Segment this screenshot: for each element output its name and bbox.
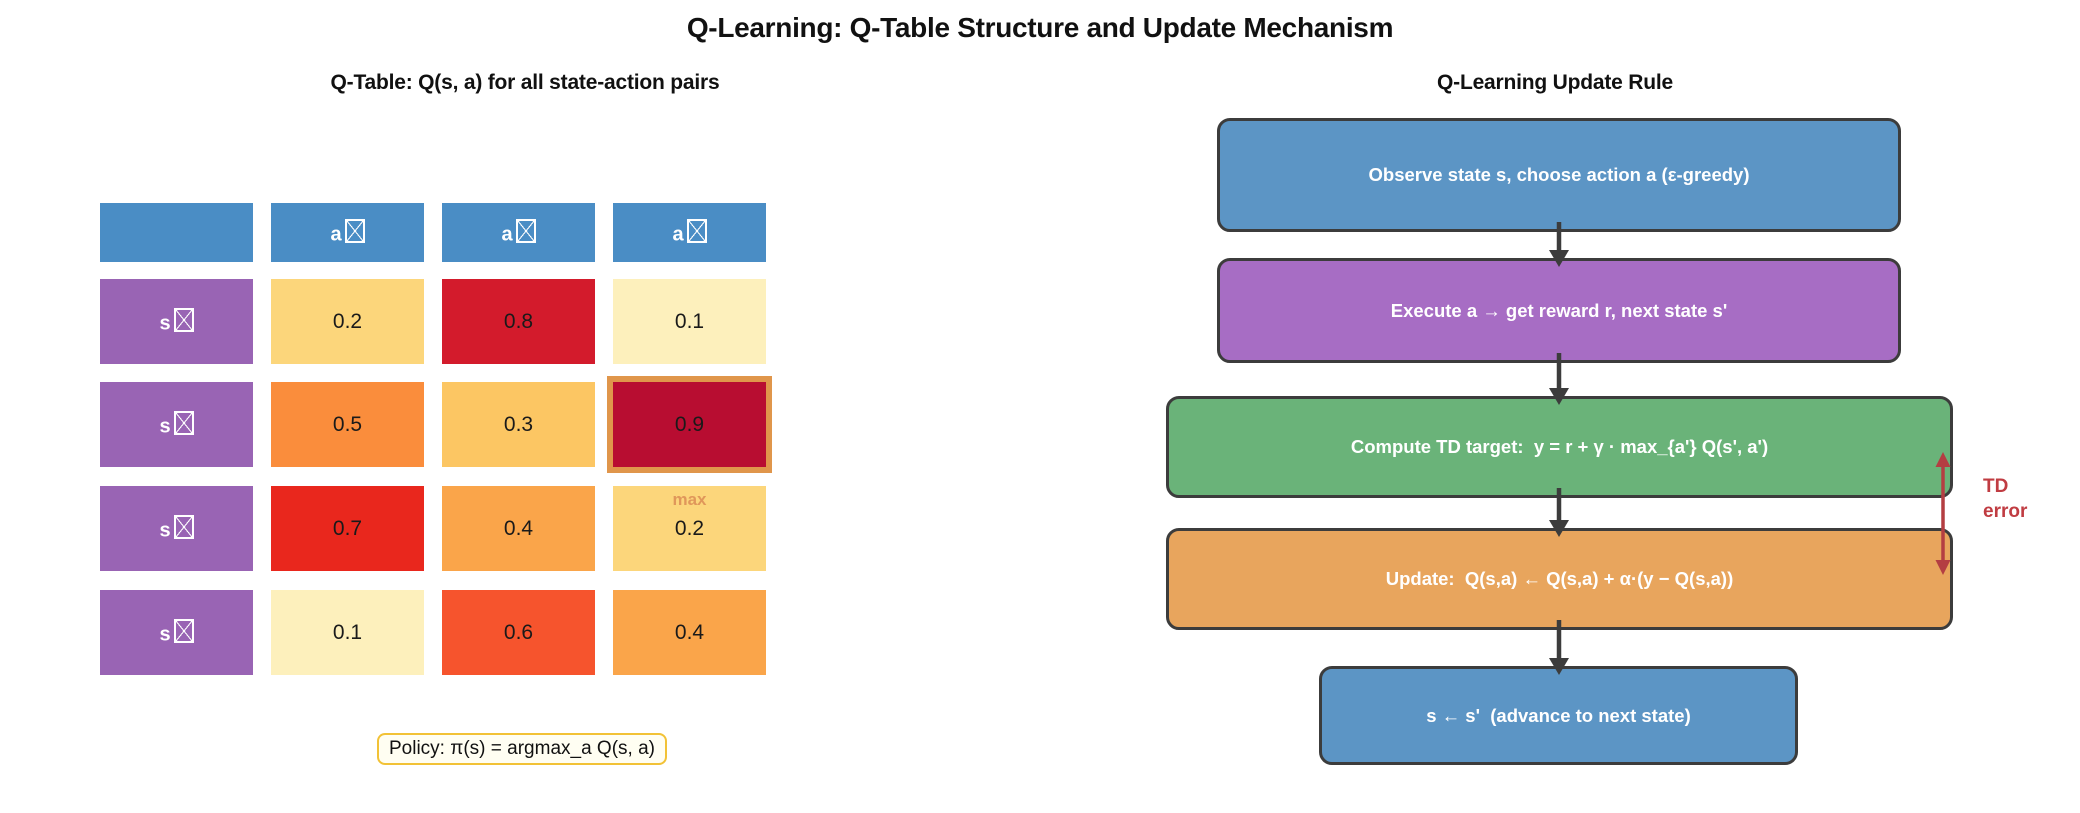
flow-step-text: Compute TD target: y = r + γ · max_{a'} … bbox=[1350, 436, 1769, 457]
qtable-action-header: a bbox=[271, 203, 424, 262]
missing-glyph-box bbox=[173, 514, 194, 540]
flow-step-observe: Observe state s, choose action a (ε-gree… bbox=[1217, 118, 1901, 232]
q-value-cell: 0.7 bbox=[271, 486, 424, 571]
q-value-cell: 0.1 bbox=[613, 279, 766, 364]
missing-glyph-box bbox=[686, 218, 707, 244]
flow-step-td-target: Compute TD target: y = r + γ · max_{a'} … bbox=[1166, 396, 1953, 498]
qtable-state-cell: s bbox=[100, 590, 253, 675]
q-value-cell: 0.5 bbox=[271, 382, 424, 467]
q-value: 0.8 bbox=[503, 309, 534, 333]
policy-text: Policy: π(s) = argmax_a Q(s, a) bbox=[389, 738, 655, 759]
qtable-action-header: a bbox=[613, 203, 766, 262]
update-rule-subtitle: Q-Learning Update Rule bbox=[1437, 71, 1673, 94]
td-error-label: TD error bbox=[1983, 474, 2027, 524]
flow-step-text: Execute a → get reward r, next state s' bbox=[1390, 299, 1728, 321]
qtable-state-cell: s bbox=[100, 486, 253, 571]
flow-step-text: Observe state s, choose action a (ε-gree… bbox=[1368, 164, 1750, 185]
q-value: 0.4 bbox=[674, 620, 705, 644]
td-error-line1: TD bbox=[1983, 476, 2009, 497]
qtable-corner-cell bbox=[100, 203, 253, 262]
q-value-cell-highlighted: 0.9 bbox=[613, 382, 766, 467]
q-value: 0.9 bbox=[674, 412, 705, 436]
q-value-cell: 0.4 bbox=[613, 590, 766, 675]
missing-glyph-box bbox=[173, 618, 194, 644]
flow-step-update: Update: Q(s,a) ← Q(s,a) + α·(y − Q(s,a)) bbox=[1166, 528, 1953, 630]
q-value-cell: 0.3 bbox=[442, 382, 595, 467]
flow-step-advance: s ← s' (advance to next state) bbox=[1319, 666, 1798, 765]
max-annotation: max bbox=[672, 490, 707, 509]
q-value: 0.2 bbox=[674, 516, 705, 540]
q-value: 0.6 bbox=[503, 620, 534, 644]
q-value: 0.5 bbox=[332, 412, 363, 436]
q-value-cell: 0.1 bbox=[271, 590, 424, 675]
qtable-state-cell: s bbox=[100, 382, 253, 467]
flow-step-execute: Execute a → get reward r, next state s' bbox=[1217, 258, 1901, 363]
q-value: 0.2 bbox=[332, 309, 363, 333]
q-value-cell: 0.4 bbox=[442, 486, 595, 571]
q-value: 0.4 bbox=[503, 516, 534, 540]
policy-box: Policy: π(s) = argmax_a Q(s, a) bbox=[377, 733, 667, 765]
qtable-state-cell: s bbox=[100, 279, 253, 364]
qtable-action-header: a bbox=[442, 203, 595, 262]
flow-step-text: Update: Q(s,a) ← Q(s,a) + α·(y − Q(s,a)) bbox=[1385, 568, 1734, 589]
q-value-cell: 0.8 bbox=[442, 279, 595, 364]
q-value: 0.3 bbox=[503, 412, 534, 436]
missing-glyph-box bbox=[515, 218, 536, 244]
missing-glyph-box bbox=[173, 410, 194, 436]
missing-glyph-box bbox=[344, 218, 365, 244]
q-value: 0.1 bbox=[674, 309, 705, 333]
q-value: 0.7 bbox=[332, 516, 363, 540]
figure-title: Q-Learning: Q-Table Structure and Update… bbox=[686, 12, 1394, 43]
missing-glyph-box bbox=[173, 307, 194, 333]
q-value: 0.1 bbox=[332, 620, 363, 644]
qtable-subtitle: Q-Table: Q(s, a) for all state-action pa… bbox=[330, 71, 720, 94]
td-error-line2: error bbox=[1983, 501, 2028, 522]
q-value-cell: 0.6 bbox=[442, 590, 595, 675]
flow-step-text: s ← s' (advance to next state) bbox=[1426, 704, 1691, 726]
q-value-cell: 0.2 max bbox=[613, 486, 766, 571]
q-value-cell: 0.2 bbox=[271, 279, 424, 364]
